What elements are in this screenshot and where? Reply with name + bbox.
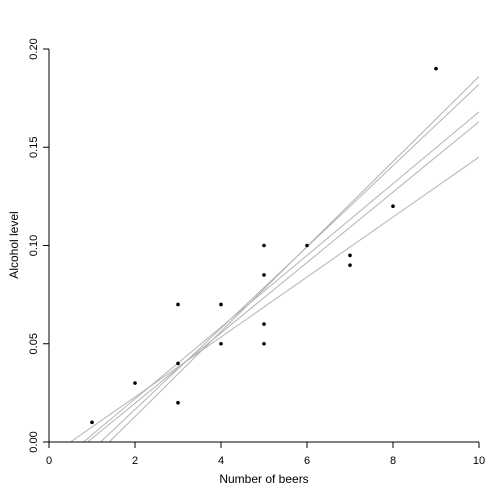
data-point-2 <box>133 381 137 385</box>
data-point-1 <box>90 420 94 425</box>
x-axis: 0 2 4 6 8 10 <box>46 441 485 467</box>
y-axis: 0.00 0.05 0.10 0.15 0.20 <box>28 38 50 453</box>
x-ticks: 0 2 4 6 8 10 <box>46 442 485 467</box>
x-tick-label-10: 10 <box>473 455 485 467</box>
x-tick-label-2: 2 <box>132 455 138 467</box>
y-tick-label-0.00: 0.00 <box>28 431 40 452</box>
fit-line-1 <box>70 156 480 443</box>
data-point-4 <box>176 361 180 366</box>
y-tick-label-0.05: 0.05 <box>28 333 40 354</box>
fit-line-5 <box>108 76 480 443</box>
data-point-12 <box>305 243 309 248</box>
data-point-8 <box>262 341 266 346</box>
data-point-11 <box>262 243 266 248</box>
x-axis-label: Number of beers <box>219 472 308 486</box>
y-tick-label-0.20: 0.20 <box>28 38 40 59</box>
y-tick-label-0.10: 0.10 <box>28 235 40 256</box>
fit-lines <box>70 76 480 443</box>
data-point-14 <box>348 253 352 258</box>
y-axis-label: Alcohol level <box>7 211 21 278</box>
fit-line-2 <box>87 121 480 443</box>
fit-line-3 <box>83 111 480 443</box>
data-point-6 <box>219 341 223 346</box>
data-points <box>90 66 438 425</box>
data-point-9 <box>262 322 266 326</box>
x-tick-label-0: 0 <box>46 455 52 467</box>
y-tick-label-0.15: 0.15 <box>28 137 40 158</box>
data-point-3 <box>176 400 180 405</box>
data-point-7 <box>219 302 223 307</box>
y-ticks: 0.00 0.05 0.10 0.15 0.20 <box>28 38 49 453</box>
x-tick-label-4: 4 <box>218 455 224 467</box>
x-tick-label-6: 6 <box>304 455 310 467</box>
data-point-15 <box>391 204 395 208</box>
data-point-13 <box>348 263 352 267</box>
data-point-10 <box>262 273 266 277</box>
x-tick-label-8: 8 <box>390 455 396 467</box>
data-point-5 <box>176 302 180 307</box>
data-point-16 <box>434 66 438 71</box>
